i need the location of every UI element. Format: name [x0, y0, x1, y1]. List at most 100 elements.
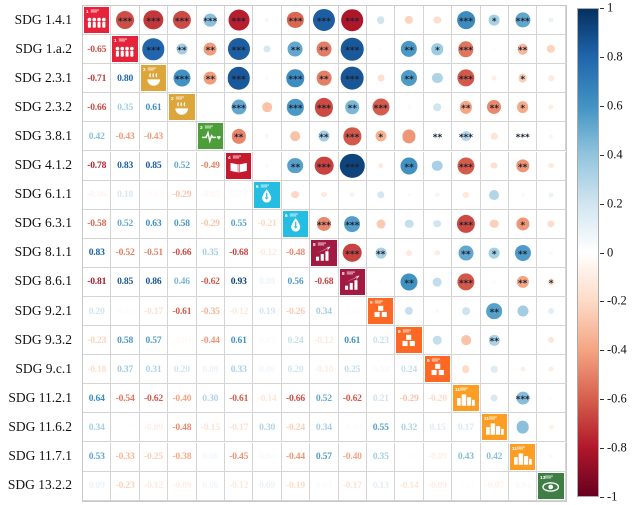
matrix-cell: ***	[281, 93, 311, 123]
correlation-value: -0.09	[428, 480, 447, 492]
correlation-value: -0.10	[314, 363, 334, 375]
correlation-value: 0.06	[202, 480, 219, 492]
correlation-circle	[548, 134, 554, 139]
matrix-cell: -0.61	[168, 297, 197, 327]
correlation-value: -0.68	[314, 276, 334, 288]
colorbar-tick	[600, 497, 604, 498]
matrix-cell: -0.33	[111, 442, 140, 472]
climate-action-eye-icon: 13	[538, 472, 564, 499]
matrix-cell: **	[338, 93, 367, 123]
matrix-cell: 0.09	[196, 355, 225, 385]
matrix-cell: -0.21	[253, 209, 282, 239]
significance-stars: ***	[458, 133, 473, 144]
significance-stars: **	[432, 133, 443, 144]
row-label: SDG 8.1.1	[14, 244, 72, 260]
svg-text:9: 9	[427, 358, 430, 364]
correlation-value: -0.29	[200, 218, 220, 230]
decent-work-growth-icon: 8	[311, 239, 337, 266]
matrix-cell: -0.44	[196, 326, 225, 356]
matrix-cell	[537, 297, 566, 327]
matrix-cell	[509, 326, 538, 356]
correlation-value: -0.52	[115, 247, 135, 259]
matrix-cell: 0.57	[139, 326, 169, 356]
matrix-cell: **	[367, 238, 396, 268]
good-health-heartbeat-icon: 3	[197, 123, 223, 150]
matrix-cell: 4	[225, 151, 254, 181]
correlation-value: 0.25	[344, 363, 361, 375]
matrix-cell: ***	[139, 6, 169, 36]
correlation-circle	[375, 130, 387, 142]
matrix-cell: 0.03	[253, 326, 282, 356]
correlation-value: 0.46	[173, 276, 190, 288]
matrix-cell	[537, 35, 566, 65]
matrix-cell: ***	[338, 6, 367, 36]
correlation-circle	[516, 391, 530, 405]
correlation-value: 0.34	[88, 421, 105, 433]
svg-text:11: 11	[455, 388, 460, 394]
correlation-circle	[457, 69, 475, 87]
matrix-cell: **	[196, 35, 225, 65]
correlation-circle	[457, 157, 475, 175]
correlation-circle	[458, 41, 474, 57]
matrix-cell: 0.61	[139, 93, 169, 123]
matrix-cell	[367, 180, 396, 210]
correlation-circle	[316, 70, 332, 86]
significance-stars: **	[375, 249, 386, 260]
correlation-circle	[490, 394, 498, 402]
matrix-cell: ***	[111, 6, 140, 36]
correlation-value: -0.44	[286, 451, 305, 463]
industry-innovation-blocks-icon: 9	[368, 298, 394, 325]
correlation-circle	[490, 219, 499, 228]
matrix-cell: -0.44	[281, 442, 311, 472]
matrix-cell: ***	[509, 122, 538, 152]
matrix-cell: -0.38	[168, 442, 197, 472]
correlation-circle	[549, 251, 553, 255]
svg-text:6: 6	[256, 184, 259, 190]
matrix-cell: 0.25	[338, 355, 367, 385]
correlation-circle	[203, 13, 217, 27]
matrix-cell: 0.37	[111, 355, 140, 385]
correlation-circle	[458, 245, 474, 261]
matrix-cell	[423, 93, 453, 123]
correlation-value: -0.54	[115, 392, 135, 404]
significance-stars: ***	[373, 104, 388, 115]
correlation-circle	[291, 190, 300, 199]
matrix-cell: 0.06	[196, 471, 225, 501]
correlation-circle	[314, 156, 334, 175]
correlation-circle	[548, 192, 554, 198]
sustainable-cities-buildings-icon: 11	[481, 414, 507, 441]
svg-text:9: 9	[370, 300, 373, 306]
colorbar-tick	[600, 203, 604, 205]
significance-stars: *	[491, 17, 497, 28]
correlation-value: -0.68	[229, 247, 249, 259]
matrix-cell: **	[196, 64, 225, 94]
significance-stars: ***	[345, 17, 360, 28]
matrix-cell: -0.62	[139, 384, 169, 414]
correlation-circle	[489, 189, 500, 200]
correlation-value: -0.12	[229, 480, 249, 492]
matrix-cell: 1	[111, 35, 140, 65]
matrix-cell: **	[509, 238, 538, 268]
correlation-value: -0.43	[115, 130, 135, 142]
matrix-cell	[480, 267, 509, 297]
matrix-cell	[452, 180, 481, 210]
row-label: SDG 11.6.2	[8, 418, 72, 434]
correlation-circle	[265, 134, 270, 139]
correlation-value: -0.02	[115, 305, 135, 317]
matrix-cell: -0.06	[83, 180, 112, 210]
matrix-cell: ***	[338, 151, 367, 181]
correlation-value: -0.43	[144, 130, 163, 142]
correlation-circle	[549, 454, 554, 459]
correlation-circle	[520, 192, 525, 197]
correlation-value: 0.35	[372, 451, 389, 463]
matrix-cell	[367, 6, 396, 36]
significance-stars: ***	[345, 75, 360, 86]
correlation-value: 0.17	[457, 421, 474, 433]
significance-stars: **	[489, 308, 499, 319]
significance-stars: ***	[515, 17, 530, 28]
matrix-cell	[253, 122, 282, 152]
matrix-cell	[253, 64, 282, 94]
matrix-cell	[480, 151, 509, 181]
correlation-circle	[288, 41, 303, 57]
matrix-cell: *	[367, 122, 396, 152]
